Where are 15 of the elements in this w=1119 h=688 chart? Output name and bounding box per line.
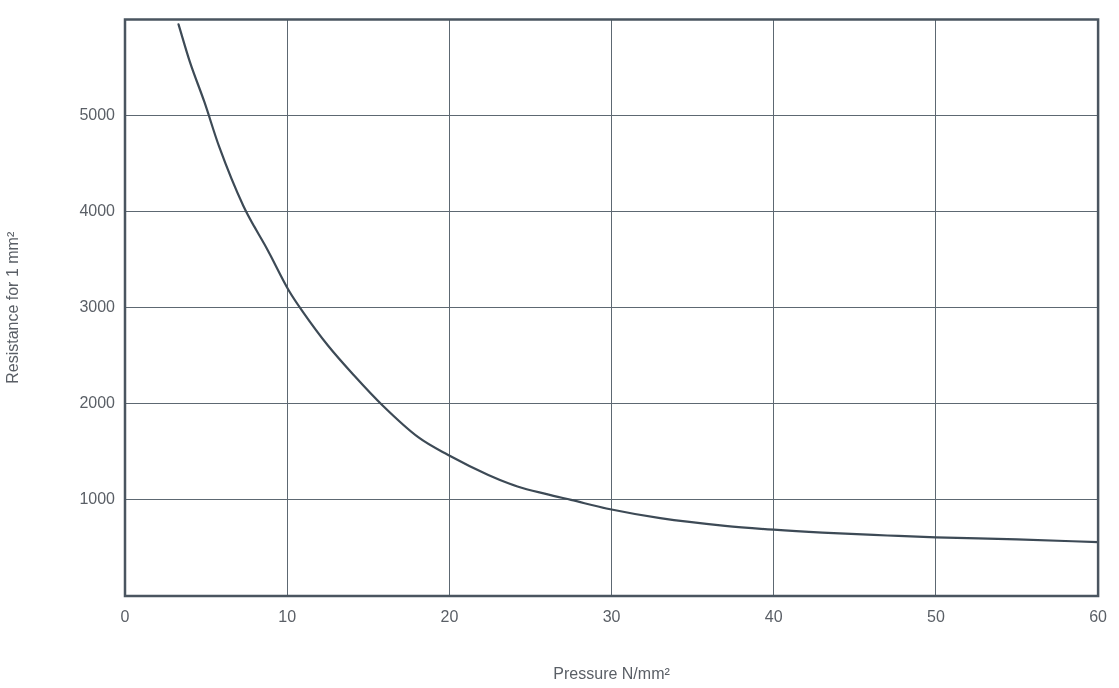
y-tick-label: 4000 xyxy=(79,202,116,220)
x-tick-label: 40 xyxy=(764,608,783,626)
y-tick-label: 5000 xyxy=(79,106,116,124)
line-series xyxy=(177,23,1099,544)
y-tick-label: 3000 xyxy=(79,298,116,316)
x-tick-label: 20 xyxy=(440,608,459,626)
x-axis-title: Pressure N/mm² xyxy=(553,664,671,682)
x-tick-label: 30 xyxy=(602,608,621,626)
y-tick-label: 2000 xyxy=(79,394,116,412)
x-tick-label: 50 xyxy=(927,608,945,626)
x-tick-label: 0 xyxy=(120,608,130,626)
x-tick-label: 10 xyxy=(278,608,297,626)
x-tick-label: 60 xyxy=(1089,608,1108,626)
y-axis-title: Resistance for 1 mm² xyxy=(4,231,22,384)
y-tick-label: 1000 xyxy=(79,490,116,508)
